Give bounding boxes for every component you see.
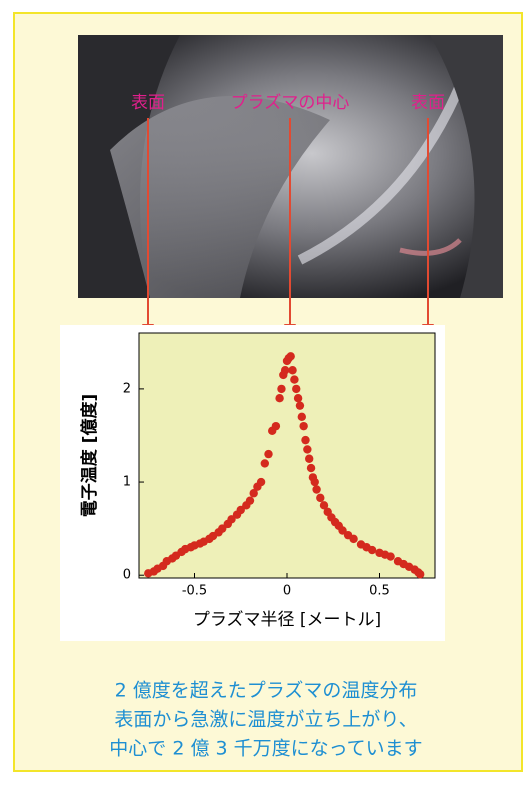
point <box>290 375 298 383</box>
point <box>349 535 357 543</box>
y-axis-label: 電子温度 [億度] <box>79 394 100 517</box>
point <box>288 366 296 374</box>
point <box>298 413 306 421</box>
point <box>246 496 254 504</box>
caption-line: 表面から急激に温度が立ち上がり、 <box>114 709 417 731</box>
point <box>312 485 320 493</box>
x-tick-label: -0.5 <box>182 584 207 599</box>
point <box>307 464 315 472</box>
caption-line: 中心で 2 億 3 千万度になっています <box>109 738 422 760</box>
x-axis-label: プラズマ半径 [メートル] <box>193 610 381 630</box>
caption-line: 2 億度を超えたプラズマの温度分布 <box>115 680 418 702</box>
point <box>416 570 424 578</box>
point <box>368 546 376 554</box>
point <box>301 436 309 444</box>
point <box>281 366 289 374</box>
point <box>311 478 319 486</box>
point <box>261 459 269 467</box>
annotation: プラズマの中心 <box>231 93 350 113</box>
point <box>305 455 313 463</box>
point <box>277 385 285 393</box>
point <box>264 450 272 458</box>
point <box>272 422 280 430</box>
point <box>299 422 307 430</box>
y-tick-label: 0 <box>123 568 131 583</box>
x-tick-label: 0.5 <box>369 584 390 599</box>
point <box>303 445 311 453</box>
y-tick-label: 2 <box>123 381 131 396</box>
point <box>287 352 295 360</box>
annotation: 表面 <box>411 93 445 113</box>
point <box>292 385 300 393</box>
point <box>294 394 302 402</box>
annotation: 表面 <box>131 93 165 113</box>
point <box>386 552 394 560</box>
point <box>296 401 304 409</box>
figure: 表面 プラズマの中心 表面 -0.5 0 0.5 0 1 2 プラズマ半径 [メートル] 電子温度… <box>0 0 532 785</box>
point <box>257 478 265 486</box>
point <box>316 494 324 502</box>
point <box>275 394 283 402</box>
y-tick-label: 1 <box>123 475 131 490</box>
x-tick-label: 0 <box>283 584 291 599</box>
